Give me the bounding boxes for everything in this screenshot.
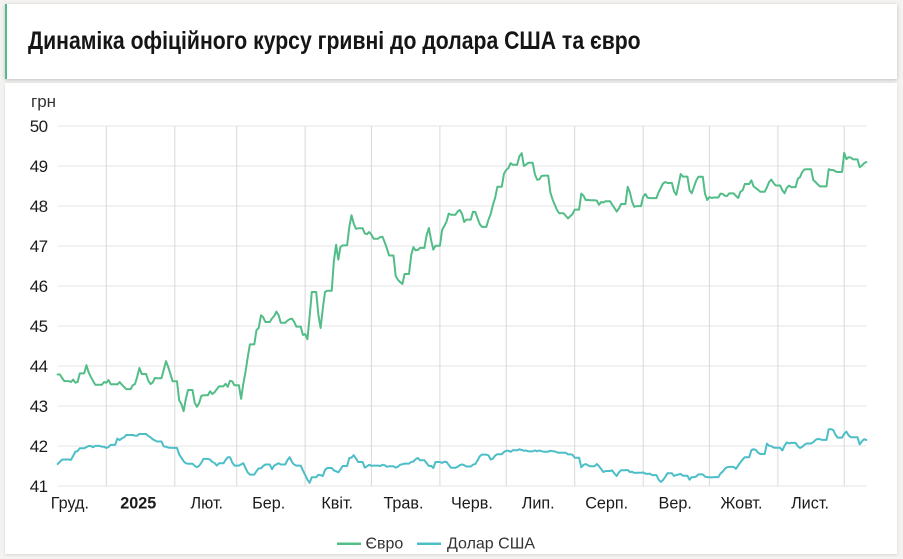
svg-text:49: 49 (30, 157, 48, 176)
svg-text:41: 41 (30, 477, 48, 496)
svg-text:Євро: Євро (366, 536, 404, 553)
svg-text:Груд.: Груд. (51, 495, 89, 513)
svg-text:Лют.: Лют. (191, 495, 224, 513)
svg-text:Трав.: Трав. (383, 495, 423, 513)
svg-text:48: 48 (30, 197, 48, 216)
svg-text:47: 47 (30, 237, 48, 256)
svg-text:46: 46 (30, 277, 48, 296)
svg-text:Серп.: Серп. (585, 495, 628, 513)
svg-text:Квіт.: Квіт. (321, 495, 353, 513)
svg-text:Черв.: Черв. (451, 495, 493, 513)
svg-text:грн: грн (31, 92, 56, 111)
svg-text:42: 42 (30, 437, 48, 456)
svg-text:Лип.: Лип. (522, 495, 555, 513)
svg-text:Жовт.: Жовт. (720, 495, 762, 513)
svg-text:Лист.: Лист. (791, 495, 829, 513)
svg-text:50: 50 (30, 117, 48, 136)
svg-text:Бер.: Бер. (252, 495, 285, 513)
svg-text:43: 43 (30, 397, 48, 416)
svg-text:Вер.: Вер. (659, 495, 692, 513)
svg-text:44: 44 (30, 357, 48, 376)
svg-text:Долар США: Долар США (447, 536, 535, 553)
svg-text:2025: 2025 (120, 495, 156, 513)
svg-text:45: 45 (30, 317, 48, 336)
